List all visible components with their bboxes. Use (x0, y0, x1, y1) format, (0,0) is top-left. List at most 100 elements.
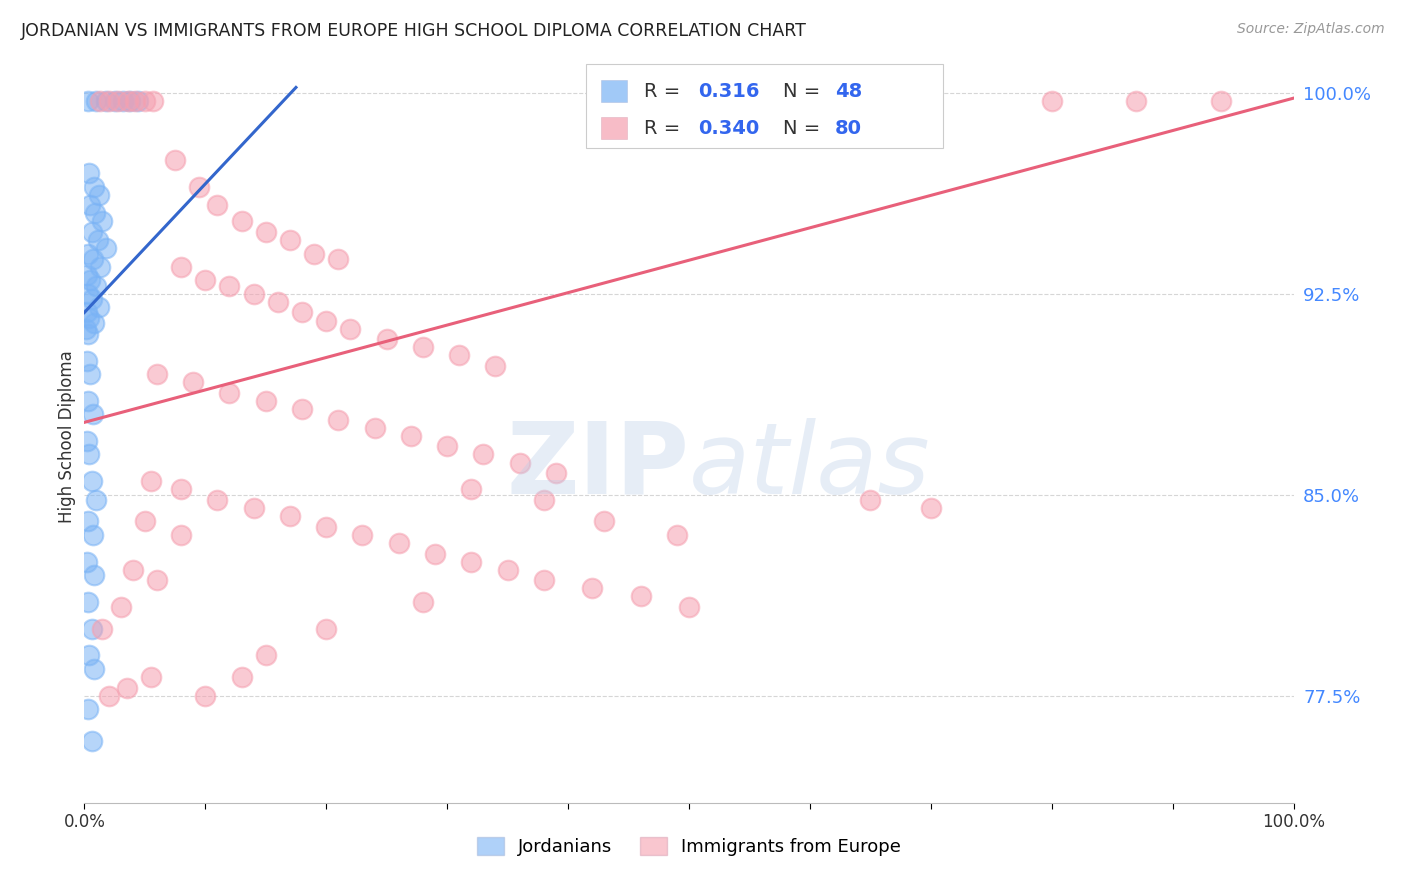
Point (83, 662, 105, 676)
Point (76, 434, 98, 449)
Point (472, 448, 495, 462)
Point (412, 340, 434, 354)
Point (278, 509, 301, 524)
Point (86, 233, 108, 247)
Text: 48: 48 (835, 81, 862, 101)
Point (1125, 94, 1147, 108)
Point (363, 420, 385, 434)
Point (218, 278, 240, 293)
Point (77, 648, 100, 663)
Point (94, 94, 117, 108)
Point (86, 493, 108, 508)
Point (77, 166, 100, 180)
Point (460, 555, 482, 569)
Point (77, 393, 100, 408)
Point (77, 310, 100, 325)
Point (352, 528, 374, 542)
Point (328, 412, 350, 426)
Point (291, 305, 314, 319)
Y-axis label: High School Diploma: High School Diploma (58, 351, 76, 524)
Point (79, 198, 101, 212)
Point (112, 94, 135, 108)
Point (170, 260, 193, 274)
Point (920, 501, 942, 516)
Point (231, 670, 253, 684)
Point (89, 94, 111, 108)
Text: 0.340: 0.340 (699, 119, 759, 138)
Text: ZIP: ZIP (506, 417, 689, 515)
Point (76, 305, 98, 319)
FancyBboxPatch shape (586, 64, 943, 148)
Text: JORDANIAN VS IMMIGRANTS FROM EUROPE HIGH SCHOOL DIPLOMA CORRELATION CHART: JORDANIAN VS IMMIGRANTS FROM EUROPE HIGH… (21, 22, 807, 40)
Point (77, 595, 100, 609)
Point (242, 501, 264, 516)
Point (581, 582, 603, 596)
Text: Source: ZipAtlas.com: Source: ZipAtlas.com (1237, 22, 1385, 37)
Point (83, 179, 105, 194)
Point (194, 689, 217, 703)
Point (91, 214, 114, 228)
Point (77, 326, 100, 341)
Point (139, 670, 162, 684)
Point (77, 702, 100, 716)
Point (375, 332, 398, 346)
Point (84, 206, 107, 220)
Point (399, 428, 422, 442)
Point (77, 286, 100, 301)
Point (460, 483, 482, 497)
Point (544, 467, 567, 481)
Point (278, 233, 301, 247)
Point (254, 225, 277, 239)
Point (134, 515, 156, 529)
Point (436, 440, 458, 454)
Point (449, 348, 471, 362)
Point (267, 294, 290, 309)
Point (254, 648, 277, 663)
Point (188, 179, 211, 194)
Point (139, 475, 162, 489)
Point (484, 359, 506, 373)
Point (87, 300, 110, 314)
Point (117, 94, 139, 108)
Point (82, 252, 104, 266)
Point (83, 568, 105, 582)
Point (89, 260, 111, 274)
Text: R =: R = (644, 119, 686, 138)
Text: N =: N = (783, 119, 827, 138)
Point (533, 574, 555, 588)
Point (80, 734, 103, 748)
Point (82, 407, 104, 421)
Text: R =: R = (644, 81, 686, 101)
Point (80, 292, 103, 306)
Point (75, 321, 97, 335)
Point (76, 353, 98, 368)
Point (76, 555, 98, 569)
Point (315, 520, 337, 534)
Point (77, 246, 100, 260)
Text: N =: N = (783, 81, 827, 101)
Point (665, 528, 688, 542)
Point (94, 241, 117, 255)
Point (80, 622, 103, 636)
Point (496, 563, 519, 577)
Point (146, 367, 169, 381)
Point (76, 268, 98, 282)
Point (79, 367, 101, 381)
Point (142, 94, 165, 108)
Point (127, 94, 149, 108)
Point (86, 94, 108, 108)
Point (121, 563, 143, 577)
Point (630, 590, 652, 604)
Point (315, 313, 337, 327)
Point (509, 456, 531, 470)
Point (80, 475, 103, 489)
Point (77, 94, 100, 108)
Point (170, 483, 193, 497)
Point (181, 375, 204, 389)
Point (77, 448, 100, 462)
Point (412, 595, 434, 609)
Point (254, 393, 277, 408)
Point (87, 187, 110, 202)
Point (170, 528, 193, 542)
Point (1040, 94, 1063, 108)
